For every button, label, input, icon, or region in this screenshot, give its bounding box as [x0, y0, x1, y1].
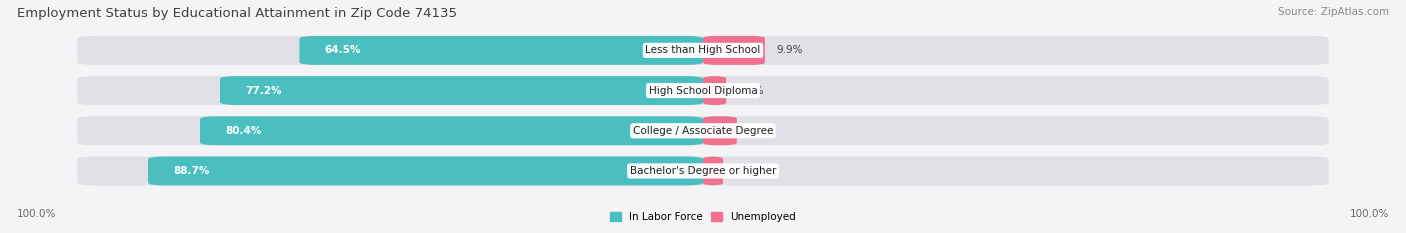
Text: 5.4%: 5.4% [748, 126, 775, 136]
Text: Bachelor's Degree or higher: Bachelor's Degree or higher [630, 166, 776, 176]
Text: 88.7%: 88.7% [173, 166, 209, 176]
FancyBboxPatch shape [77, 116, 1329, 145]
FancyBboxPatch shape [77, 76, 1329, 105]
Text: High School Diploma: High School Diploma [648, 86, 758, 96]
FancyBboxPatch shape [703, 157, 723, 185]
Text: 64.5%: 64.5% [325, 45, 361, 55]
FancyBboxPatch shape [200, 116, 703, 145]
Text: Less than High School: Less than High School [645, 45, 761, 55]
FancyBboxPatch shape [77, 157, 1329, 185]
Legend: In Labor Force, Unemployed: In Labor Force, Unemployed [607, 209, 799, 226]
Text: Source: ZipAtlas.com: Source: ZipAtlas.com [1278, 7, 1389, 17]
Text: 3.7%: 3.7% [737, 86, 763, 96]
Text: 9.9%: 9.9% [776, 45, 803, 55]
Text: 100.0%: 100.0% [17, 209, 56, 219]
Text: 77.2%: 77.2% [245, 86, 281, 96]
Text: College / Associate Degree: College / Associate Degree [633, 126, 773, 136]
FancyBboxPatch shape [703, 36, 765, 65]
Text: 100.0%: 100.0% [1350, 209, 1389, 219]
FancyBboxPatch shape [77, 36, 1329, 65]
FancyBboxPatch shape [299, 36, 703, 65]
FancyBboxPatch shape [148, 157, 703, 185]
FancyBboxPatch shape [703, 116, 737, 145]
Text: 80.4%: 80.4% [225, 126, 262, 136]
FancyBboxPatch shape [219, 76, 703, 105]
Text: Employment Status by Educational Attainment in Zip Code 74135: Employment Status by Educational Attainm… [17, 7, 457, 20]
Text: 3.2%: 3.2% [734, 166, 761, 176]
FancyBboxPatch shape [703, 76, 725, 105]
